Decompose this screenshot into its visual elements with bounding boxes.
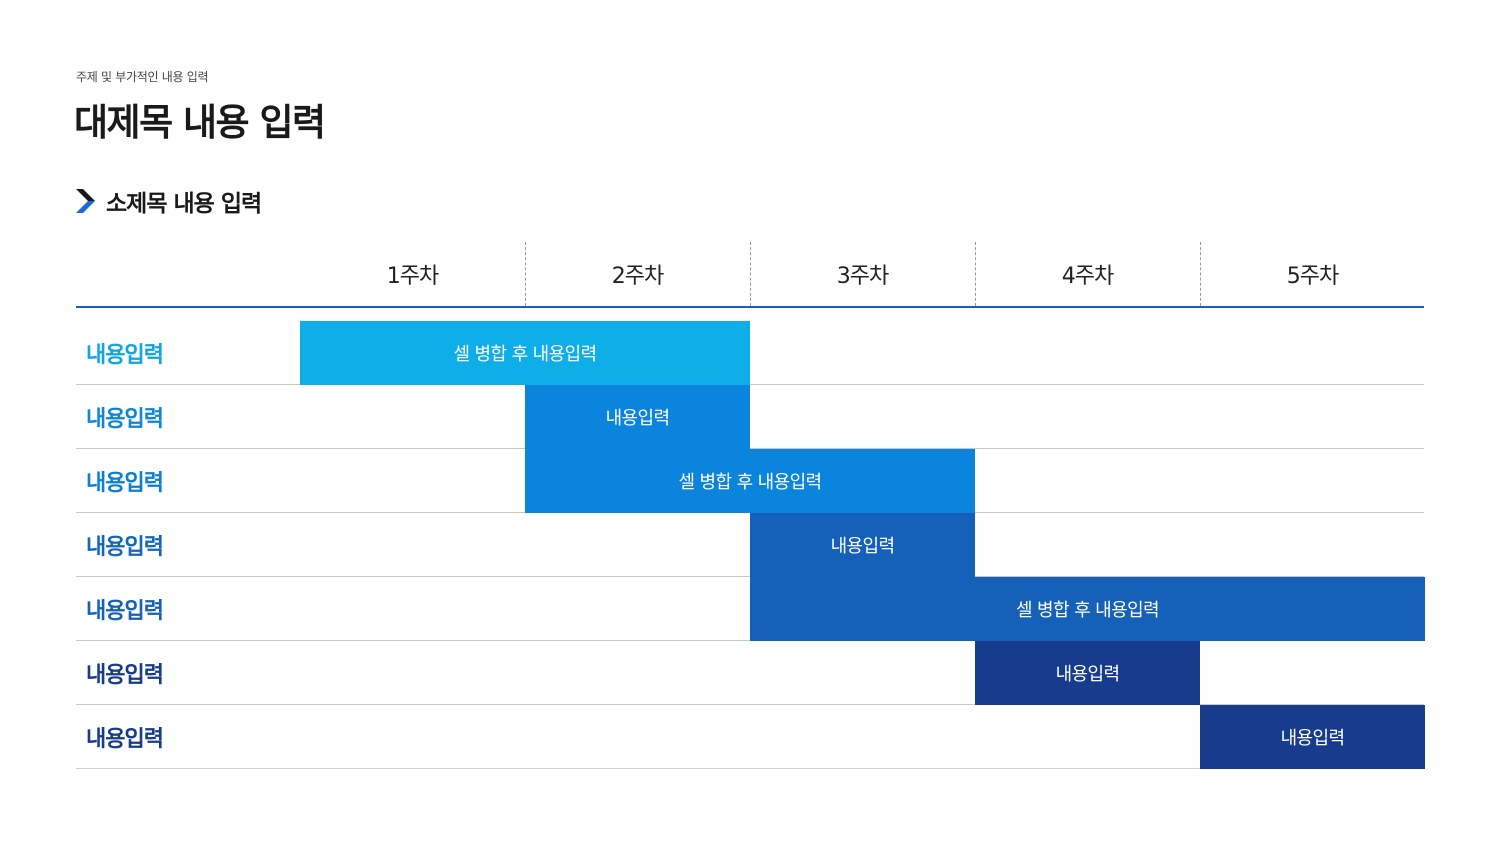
week-header-row: 1주차 2주차 3주차 4주차 5주차: [76, 242, 1424, 308]
week-header-1: 1주차: [386, 264, 439, 289]
schedule-row: 내용입력 셀 병합 후 내용입력: [76, 577, 1425, 641]
schedule-row: 내용입력 내용입력: [76, 705, 1425, 769]
schedule-rows: 내용입력 셀 병합 후 내용입력 내용입력 내용입력 내용입력 셀 병합 후 내용입력 내용…: [76, 321, 1425, 769]
schedule-row: 내용입력 내용입력: [76, 513, 1424, 577]
schedule-row: 내용입력 내용입력: [76, 641, 1424, 705]
row-label: 내용입력: [86, 598, 164, 624]
schedule-bar: 셀 병합 후 내용입력: [750, 577, 1425, 641]
week-header-2: 2주차: [611, 264, 664, 289]
week-divider: [750, 242, 751, 306]
schedule-bar: 내용입력: [975, 641, 1200, 705]
schedule-bar: 셀 병합 후 내용입력: [525, 449, 975, 513]
schedule-bar: 내용입력: [525, 385, 750, 449]
row-label: 내용입력: [86, 662, 164, 688]
week-header-5: 5주차: [1286, 264, 1339, 289]
row-label: 내용입력: [86, 470, 164, 496]
week-header-3: 3주차: [836, 264, 889, 289]
row-label: 내용입력: [86, 342, 164, 368]
schedule-bar: 내용입력: [750, 513, 975, 577]
row-label: 내용입력: [86, 534, 164, 560]
chevron-right-icon: [76, 189, 95, 213]
week-divider: [1200, 242, 1201, 306]
row-label: 내용입력: [86, 726, 164, 752]
page-title: 대제목 내용 입력: [74, 101, 326, 144]
weekly-schedule: 1주차 2주차 3주차 4주차 5주차 내용입력 셀 병합 후 내용입력 내용입력 내용입력 내…: [76, 242, 1425, 769]
schedule-row: 내용입력 셀 병합 후 내용입력: [76, 449, 1424, 513]
schedule-bar: 셀 병합 후 내용입력: [300, 321, 750, 385]
section-heading: 소제목 내용 입력: [76, 184, 262, 218]
week-divider: [975, 242, 976, 306]
section-subtitle: 소제목 내용 입력: [106, 191, 262, 217]
schedule-bar: 내용입력: [1200, 705, 1425, 769]
week-header-4: 4주차: [1061, 264, 1114, 289]
schedule-row: 내용입력 내용입력: [76, 385, 1424, 449]
topic-caption: 주제 및 부가적인 내용 입력: [76, 70, 209, 84]
schedule-row: 내용입력 셀 병합 후 내용입력: [76, 321, 1424, 385]
row-label: 내용입력: [86, 406, 164, 432]
week-divider: [525, 242, 526, 306]
